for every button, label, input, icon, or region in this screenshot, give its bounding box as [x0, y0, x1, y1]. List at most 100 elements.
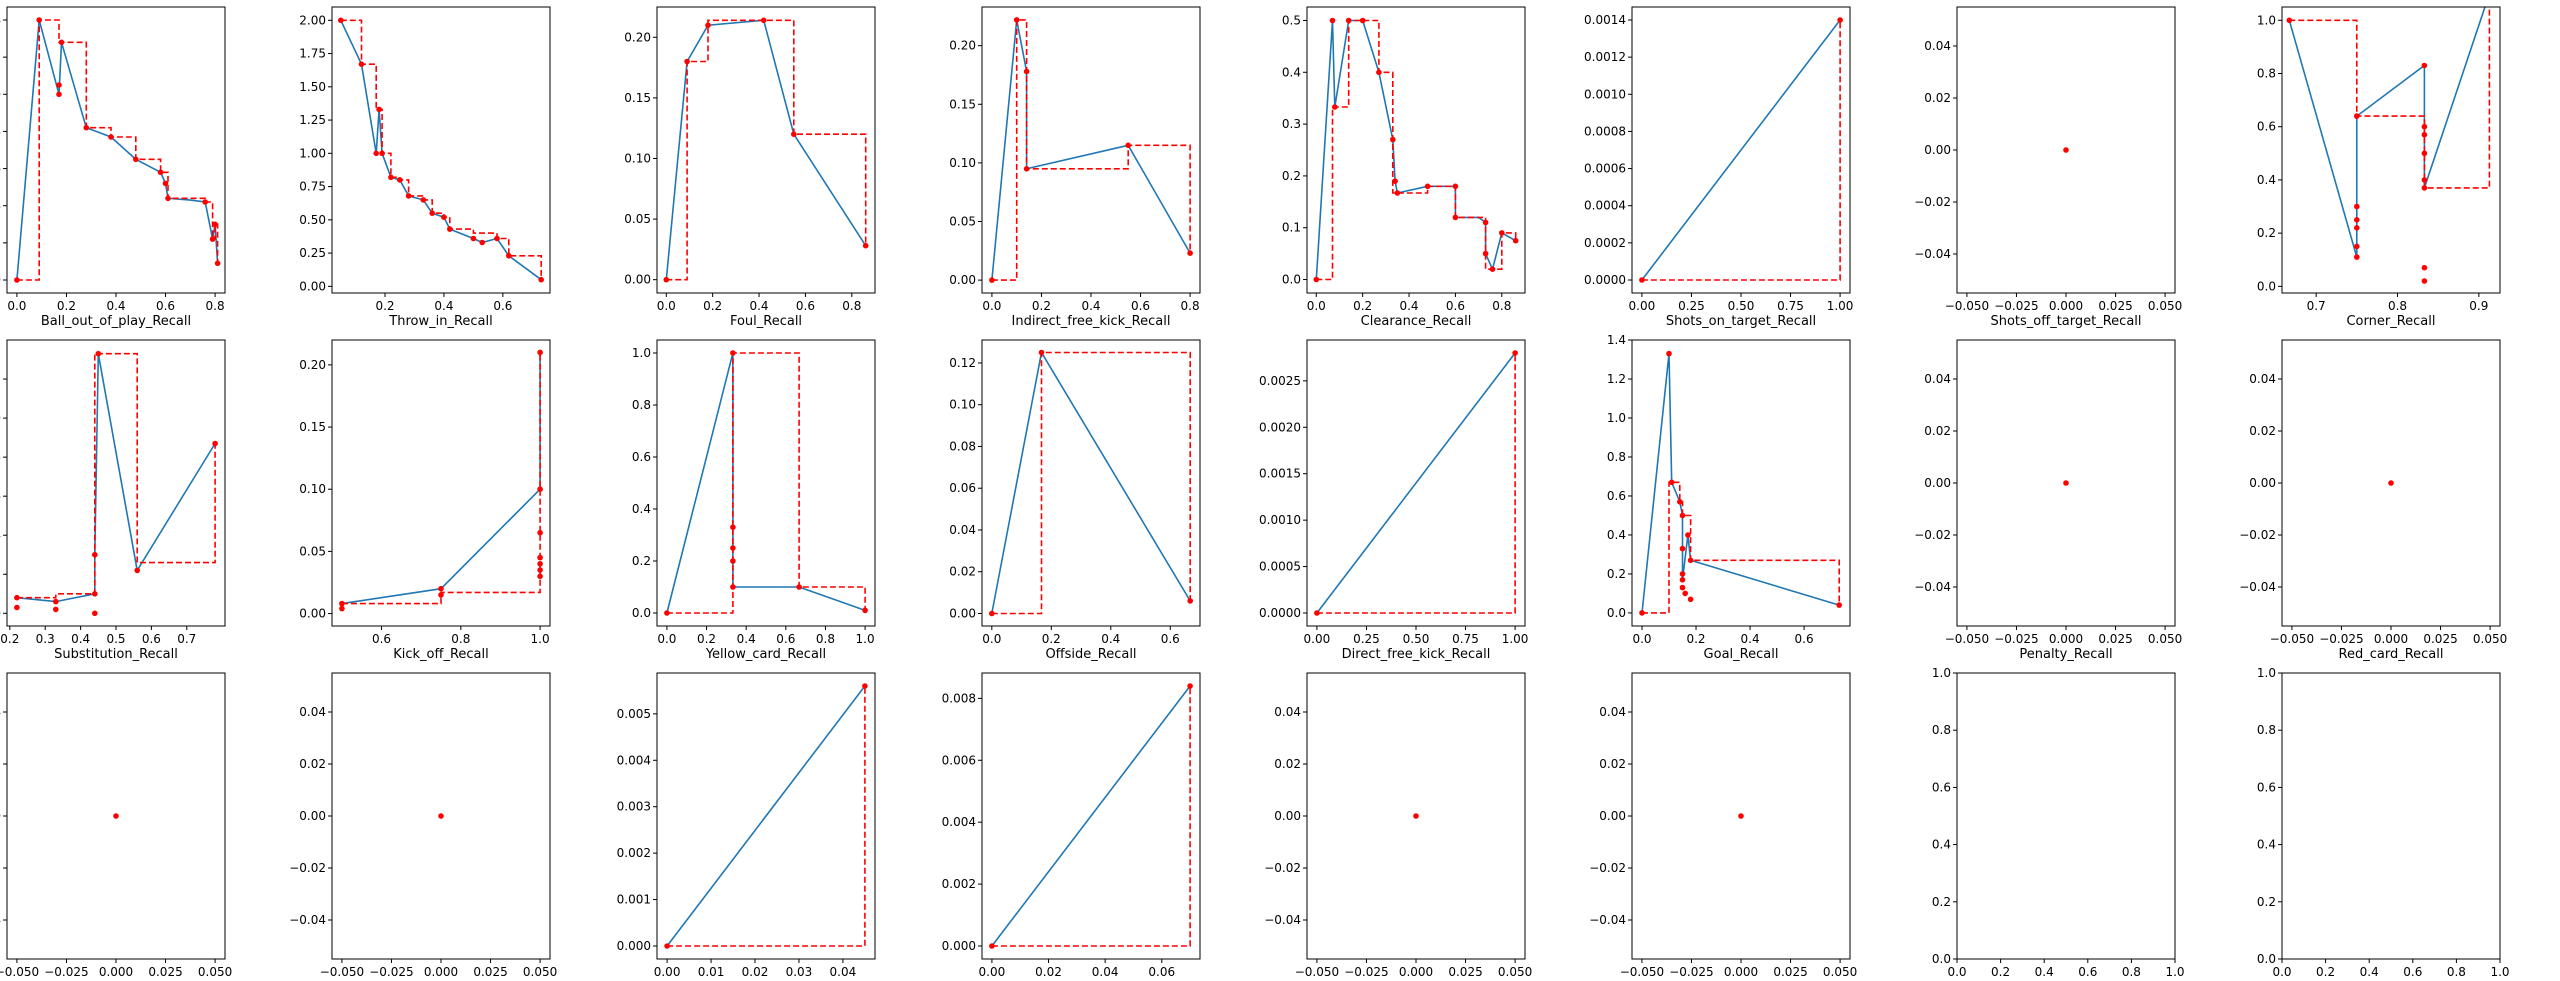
x-tick-label: 0.0 [982, 632, 1001, 646]
data-point [760, 17, 767, 24]
x-tick-label: 0.00 [979, 965, 1006, 979]
y-tick-label: −0.04 [1914, 247, 1951, 261]
x-tick-label: 0.4 [737, 632, 756, 646]
data-point [2421, 278, 2428, 284]
y-tick-label: 0.6 [1932, 780, 1951, 794]
y-tick-label: 1.2 [0, 372, 1, 386]
y-tick-label: 1.0 [0, 411, 1, 425]
x-tick-label: 1.00 [1502, 632, 1529, 646]
y-tick-label: −0.02 [2239, 528, 2276, 542]
x-tick-label: 0.7 [2307, 299, 2326, 313]
x-tick-label: 0.0 [2272, 965, 2291, 979]
y-tick-label: −0.04 [0, 913, 1, 927]
y-tick-label: 0.6 [632, 450, 651, 464]
x-axis-label: Direct_free_kick_Recall [1342, 647, 1491, 662]
axes-frame [1306, 339, 1526, 627]
subplot-24: 0.0 0.2 0.4 0.6 0.8 1.0 0.0 0.2 0.4 0.6 0.8 1.0 [2257, 666, 2510, 979]
y-tick-label: 0.2 [1607, 567, 1626, 581]
data-point [379, 150, 385, 157]
y-tick-label: −0.04 [2239, 580, 2276, 594]
y-tick-label: 0.02 [1274, 757, 1301, 771]
data-point [1666, 350, 1672, 357]
y-tick-label: 0.002 [617, 846, 651, 860]
x-tick-label: 0.4 [1081, 299, 1100, 313]
data-point [441, 214, 447, 220]
y-tick-label: 0.02 [1924, 424, 1951, 438]
envelope-dashed-line [1642, 481, 1840, 614]
data-point [165, 195, 171, 202]
data-point [56, 91, 62, 98]
subplot-17: −0.04 −0.02 0.00 0.02 0.04 −0.050 −0.025 0.000 0… [0, 672, 232, 979]
x-tick-label: 0.025 [2423, 632, 2457, 646]
x-tick-label: 0.6 [796, 299, 815, 313]
x-tick-label: 0.0 [7, 299, 26, 313]
data-point [2354, 254, 2360, 260]
y-tick-label: 0.008 [942, 691, 976, 705]
data-point [1452, 214, 1459, 221]
x-tick-label: 0.2 [1991, 965, 2010, 979]
x-tick-label: 0.050 [2148, 299, 2182, 313]
axes-frame [656, 6, 876, 294]
axes-frame [331, 6, 551, 294]
data-point [92, 610, 98, 617]
x-tick-label: 0.2 [57, 299, 76, 313]
data-point [438, 813, 444, 819]
data-point [56, 82, 62, 88]
plot-area [2286, 7, 2491, 284]
y-tick-label: 0.0 [1607, 606, 1626, 620]
y-tick-label: 1.0 [0, 87, 1, 101]
subplot-11: 0.0 0.2 0.4 0.6 0.8 1.0 0.0 0.2 0.4 0.6 0.8 1.0 Yell… [632, 339, 876, 662]
y-tick-label: −0.04 [1589, 913, 1626, 927]
data-point [1013, 17, 1020, 23]
y-tick-label: 1.0 [1932, 666, 1951, 680]
subplot-7: −0.04 −0.02 0.00 0.02 0.04 −0.050 −0.025 0.000 0… [1914, 6, 2182, 329]
x-tick-label: 0.03 [786, 965, 813, 979]
y-tick-label: 0.4 [1932, 838, 1951, 852]
recall-curve-line [666, 685, 866, 947]
data-point [58, 39, 65, 46]
x-tick-label: 0.01 [698, 965, 725, 979]
data-point [53, 606, 59, 613]
data-point [1679, 571, 1686, 577]
x-tick-label: −0.050 [1295, 965, 1339, 979]
data-point [2421, 131, 2428, 138]
y-tick-label: 0.00 [949, 273, 976, 287]
subplot-19: 0.000 0.001 0.002 0.003 0.004 0.005 0.00 0.01 0.… [617, 672, 876, 979]
x-tick-label: 0.8 [2447, 965, 2466, 979]
data-point [376, 106, 382, 113]
y-tick-label: 0.0006 [1584, 162, 1626, 176]
y-tick-label: 0.8 [632, 398, 651, 412]
x-tick-label: 0.0 [1307, 299, 1326, 313]
y-tick-label: 0.0 [1932, 952, 1951, 966]
data-point [1187, 683, 1193, 689]
y-tick-label: 0.02 [2249, 424, 2276, 438]
y-tick-label: 0.001 [617, 893, 651, 907]
y-tick-label: 0.00 [2249, 476, 2276, 490]
plot-area [2063, 480, 2069, 486]
envelope-dashed-line [340, 19, 543, 280]
x-tick-label: 0.04 [830, 965, 857, 979]
x-tick-label: 0.00 [1629, 299, 1656, 313]
data-point [1668, 479, 1675, 486]
y-tick-label: 0.0 [2257, 952, 2276, 966]
y-tick-label: 0.04 [0, 705, 1, 719]
x-tick-label: 0.050 [1823, 965, 1857, 979]
data-point [212, 440, 218, 447]
y-tick-label: 0.4 [0, 528, 1, 542]
x-tick-label: 0.4 [749, 299, 768, 313]
recall-curve-line [991, 685, 1191, 947]
data-point [1332, 104, 1338, 110]
y-tick-label: 0.00 [0, 809, 1, 823]
data-point [537, 573, 543, 580]
x-axis-label: Throw_in_Recall [388, 314, 492, 329]
envelope-dashed-line [1316, 353, 1516, 614]
data-point [2421, 177, 2428, 183]
y-tick-label: 0.005 [617, 707, 651, 721]
y-tick-label: 0.15 [299, 420, 326, 434]
subplot-16: −0.04 −0.02 0.00 0.02 0.04 −0.050 −0.025 0.000 0… [2239, 339, 2507, 662]
y-tick-label: 0.04 [949, 523, 976, 537]
envelope-dashed-line [991, 19, 1191, 281]
data-point [1413, 813, 1419, 819]
data-point [1452, 183, 1459, 190]
data-point [730, 558, 736, 564]
